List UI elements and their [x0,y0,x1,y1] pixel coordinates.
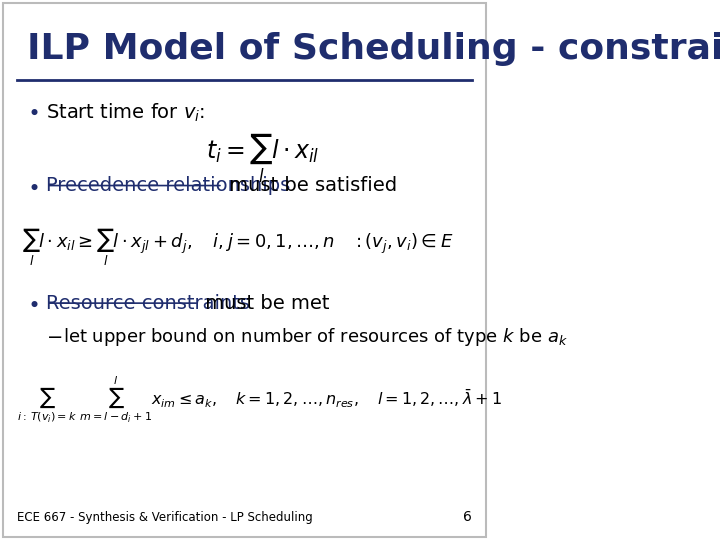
Text: ECE 667 - Synthesis & Verification - LP Scheduling: ECE 667 - Synthesis & Verification - LP … [17,511,313,524]
Text: $\bullet$: $\bullet$ [27,294,38,314]
Text: must be met: must be met [199,294,330,313]
Text: 6: 6 [463,510,472,524]
Text: Start time for $v_i$:: Start time for $v_i$: [46,102,205,124]
Text: ILP Model of Scheduling - constraints: ILP Model of Scheduling - constraints [27,32,720,66]
Text: let upper bound on number of resources of type $k$ be $a_k$: let upper bound on number of resources o… [63,326,568,348]
Text: $\sum_{i:\,T(v_i)=k} \; \sum_{m=l-d_i+1}^{l} x_{im} \leq a_k, \quad k=1,2,\ldots: $\sum_{i:\,T(v_i)=k} \; \sum_{m=l-d_i+1}… [17,374,503,424]
Text: $\bullet$: $\bullet$ [27,177,38,197]
Text: Resource constraints: Resource constraints [46,294,251,313]
Text: $-$: $-$ [46,326,63,345]
Text: $\bullet$: $\bullet$ [27,102,38,122]
Text: Precedence relationships: Precedence relationships [46,177,291,195]
Text: $\sum_l l \cdot x_{il} \geq \sum_l l \cdot x_{jl} + d_j, \quad i,j = 0,1,\ldots,: $\sum_l l \cdot x_{il} \geq \sum_l l \cd… [22,227,454,268]
Text: $t_i = \sum_l l \cdot x_{il}$: $t_i = \sum_l l \cdot x_{il}$ [206,131,319,185]
Text: must be satisfied: must be satisfied [222,177,397,195]
